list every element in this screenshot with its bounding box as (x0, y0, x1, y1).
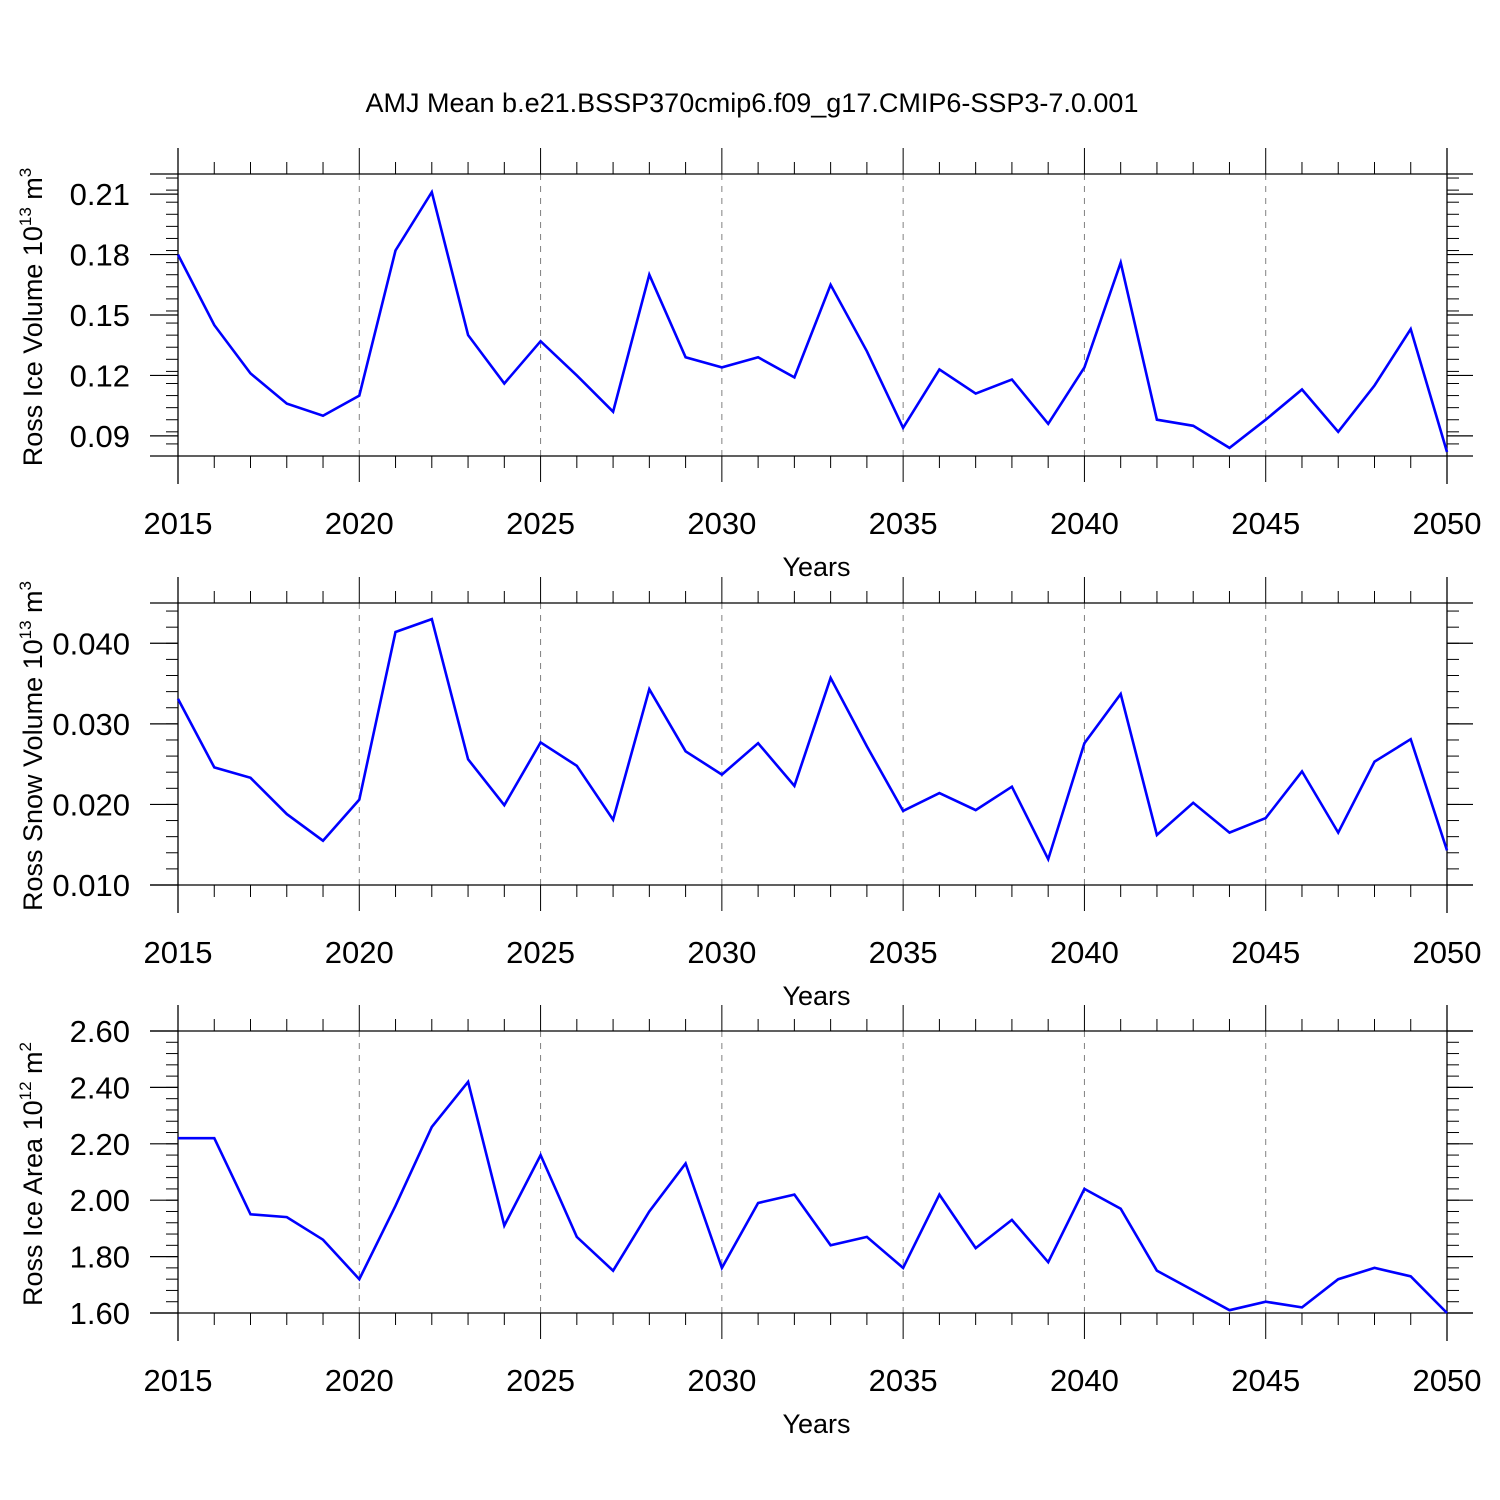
x-tick-label: 2035 (869, 1363, 938, 1398)
x-tick-label: 2040 (1050, 935, 1119, 970)
y-tick-label: 2.20 (70, 1127, 130, 1162)
y-tick-label: 0.18 (70, 238, 130, 273)
x-tick-label: 2040 (1050, 1363, 1119, 1398)
x-tick-label: 2045 (1231, 1363, 1300, 1398)
x-axis-title: Years (782, 1409, 850, 1439)
x-tick-label: 2050 (1413, 1363, 1482, 1398)
chart-panel-2: 2015 2020 2025 2030 2035 2040 2045 2050 0.010 0.0… (16, 577, 1481, 1011)
x-tick-label: 2020 (325, 1363, 394, 1398)
x-tick-label: 2030 (687, 506, 756, 541)
x-axis-title: Years (782, 552, 850, 582)
y-tick-label: 0.09 (70, 419, 130, 454)
x-tick-label: 2020 (325, 935, 394, 970)
x-tick-label: 2050 (1413, 506, 1482, 541)
x-tick-label: 2015 (144, 506, 213, 541)
x-tick-label: 2030 (687, 935, 756, 970)
chart-panel-1: 2015 2020 2025 2030 2035 2040 2045 2050 0.09 0.12… (16, 148, 1481, 582)
y-tick-label: 1.80 (70, 1240, 130, 1275)
y-tick-label: 0.020 (52, 787, 130, 822)
x-tick-label: 2040 (1050, 506, 1119, 541)
x-axis-title: Years (782, 981, 850, 1011)
chart-panel-3: 2015 2020 2025 2030 2035 2040 2045 2050 1.60 1.80… (16, 1005, 1481, 1439)
series-line (178, 1078, 1448, 1314)
y-tick-label: 0.12 (70, 358, 130, 393)
x-tick-label: 2015 (144, 935, 213, 970)
y-axis-title: Ross Ice Volume 1013 m3 (16, 168, 48, 467)
figure-title: AMJ Mean b.e21.BSSP370cmip6.f09_g17.CMIP… (366, 88, 1139, 118)
y-axis-title: Ross Ice Area 1012 m2 (16, 1042, 48, 1306)
x-tick-label: 2025 (506, 506, 575, 541)
series-line (176, 188, 1449, 453)
x-tick-label: 2025 (506, 1363, 575, 1398)
x-tick-label: 2030 (687, 1363, 756, 1398)
y-tick-label: 0.030 (52, 707, 130, 742)
y-tick-label: 0.040 (52, 626, 130, 661)
y-tick-label: 2.00 (70, 1183, 130, 1218)
y-tick-label: 0.15 (70, 298, 130, 333)
y-tick-label: 2.60 (70, 1014, 130, 1049)
x-tick-label: 2035 (869, 506, 938, 541)
series-line (176, 617, 1449, 863)
x-tick-label: 2025 (506, 935, 575, 970)
y-tick-label: 1.60 (70, 1296, 130, 1331)
y-tick-label: 2.40 (70, 1070, 130, 1105)
x-tick-label: 2015 (144, 1363, 213, 1398)
y-tick-label: 0.010 (52, 868, 130, 903)
y-tick-label: 0.21 (70, 177, 130, 212)
x-tick-label: 2045 (1231, 506, 1300, 541)
x-tick-label: 2045 (1231, 935, 1300, 970)
panels: 2015 2020 2025 2030 2035 2040 2045 2050 0.09 0.12… (16, 148, 1481, 1439)
x-tick-label: 2050 (1413, 935, 1482, 970)
y-axis-title: Ross Snow Volume 1013 m3 (16, 581, 48, 911)
x-tick-label: 2020 (325, 506, 394, 541)
x-tick-label: 2035 (869, 935, 938, 970)
